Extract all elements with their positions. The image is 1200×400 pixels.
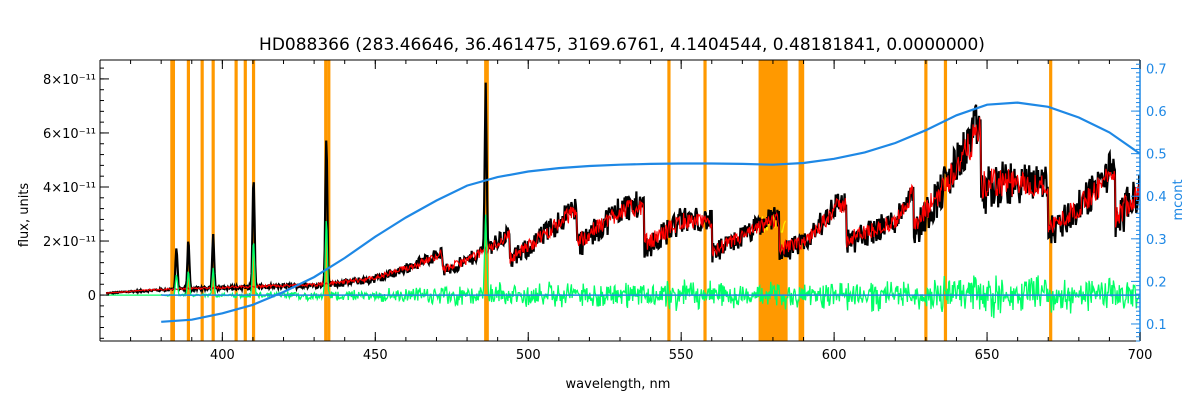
y2-tick-label: 0.2 [1146,275,1167,290]
x-tick-label: 400 [210,348,235,363]
y2-axis-title: mcont [1171,179,1186,220]
axes-group: 400 450 500 550 600 650 700 0 2×10⁻¹¹ 4×10⁻¹¹ 6×10… [43,59,1167,363]
x-axis-title: wavelength, nm [566,377,671,392]
x-tick-label: 450 [363,348,388,363]
y-tick-label: 6×10⁻¹¹ [43,127,96,142]
y2-tick-label: 0.5 [1146,148,1167,163]
y2-tick-label: 0.4 [1146,190,1167,205]
y-tick-label: 4×10⁻¹¹ [43,181,96,196]
x-tick-label: 550 [669,348,694,363]
x-tick-label: 600 [822,348,847,363]
y2-tick-label: 0.6 [1146,105,1167,120]
observed-spectrum-line [105,82,1140,296]
y-tick-label: 8×10⁻¹¹ [43,73,96,88]
x-tick-label: 700 [1128,348,1153,363]
y-tick-label: 2×10⁻¹¹ [43,235,96,250]
continuum-line [161,101,1140,323]
y2-tick-label: 0.3 [1146,233,1167,248]
y2-tick-label: 0.1 [1146,318,1167,333]
x-tick-label: 500 [516,348,541,363]
y-axis-title: flux, units [17,183,32,248]
x-tick-label: 650 [975,348,1000,363]
y2-tick-label: 0.7 [1146,63,1167,78]
chart-title: HD088366 (283.46646, 36.461475, 3169.676… [259,35,985,55]
y-tick-label: 0 [88,289,96,304]
model-spectrum-line [105,117,1140,294]
mask-band [758,60,788,341]
series-group [105,82,1140,323]
